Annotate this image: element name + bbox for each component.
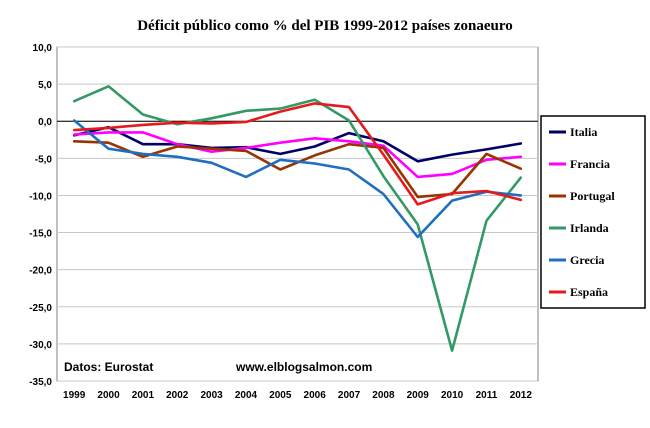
y-tick-label: 10,0	[33, 43, 53, 54]
series-lines	[72, 85, 523, 352]
x-tick-label: 2002	[166, 390, 189, 401]
x-tick-label: 2001	[132, 390, 155, 401]
x-tick-label: 2011	[476, 390, 498, 401]
series-line-italia	[72, 125, 523, 163]
legend: Italia Francia Portugal Irlanda Grecia España	[540, 115, 646, 309]
chart-title: Déficit público como % del PIB 1999-2012…	[137, 18, 513, 34]
x-tick-label: 2004	[235, 390, 258, 401]
x-tick-label: 2003	[200, 390, 223, 401]
series-line-grecia	[72, 119, 523, 239]
x-tick-label: 2000	[97, 390, 120, 401]
y-tick-label: -10,0	[29, 191, 52, 202]
y-tick-label: -25,0	[29, 303, 52, 314]
series-line-francia	[72, 131, 523, 179]
y-tick-label: -20,0	[29, 266, 52, 277]
series-line-irlanda	[72, 85, 523, 352]
legend-label: España	[570, 285, 608, 299]
x-tick-label: 1999	[63, 390, 86, 401]
legend-label: Grecia	[570, 253, 604, 267]
y-tick-label: -5,0	[35, 154, 53, 165]
legend-label: Francia	[570, 157, 610, 171]
x-tick-label: 2010	[441, 390, 464, 401]
x-tick-label: 2009	[407, 390, 430, 401]
y-tick-label: 0,0	[38, 117, 52, 128]
source-annotation: Datos: Eurostat	[64, 360, 153, 374]
y-tick-label: 5,0	[38, 80, 52, 91]
y-tick-label: -35,0	[29, 377, 52, 388]
plot-area	[56, 46, 539, 382]
x-tick-label: 2008	[372, 390, 395, 401]
x-tick-label: 2006	[304, 390, 327, 401]
legend-label: Portugal	[570, 189, 615, 203]
y-tick-label: -30,0	[29, 340, 52, 351]
x-tick-label: 2005	[269, 390, 292, 401]
x-tick-label: 2007	[338, 390, 361, 401]
legend-label: Italia	[570, 125, 597, 139]
series-line-españa	[72, 102, 523, 206]
x-tick-label: 2012	[510, 390, 533, 401]
y-tick-label: -15,0	[29, 229, 52, 240]
legend-label: Irlanda	[570, 221, 609, 235]
axes: 10,0 5,0 0,0 -5,0 -10,0 -15,0 -20,0 -25,0 -30,0 -…	[29, 43, 538, 401]
website-annotation: www.elblogsalmon.com	[235, 360, 372, 374]
legend-box	[540, 115, 646, 309]
